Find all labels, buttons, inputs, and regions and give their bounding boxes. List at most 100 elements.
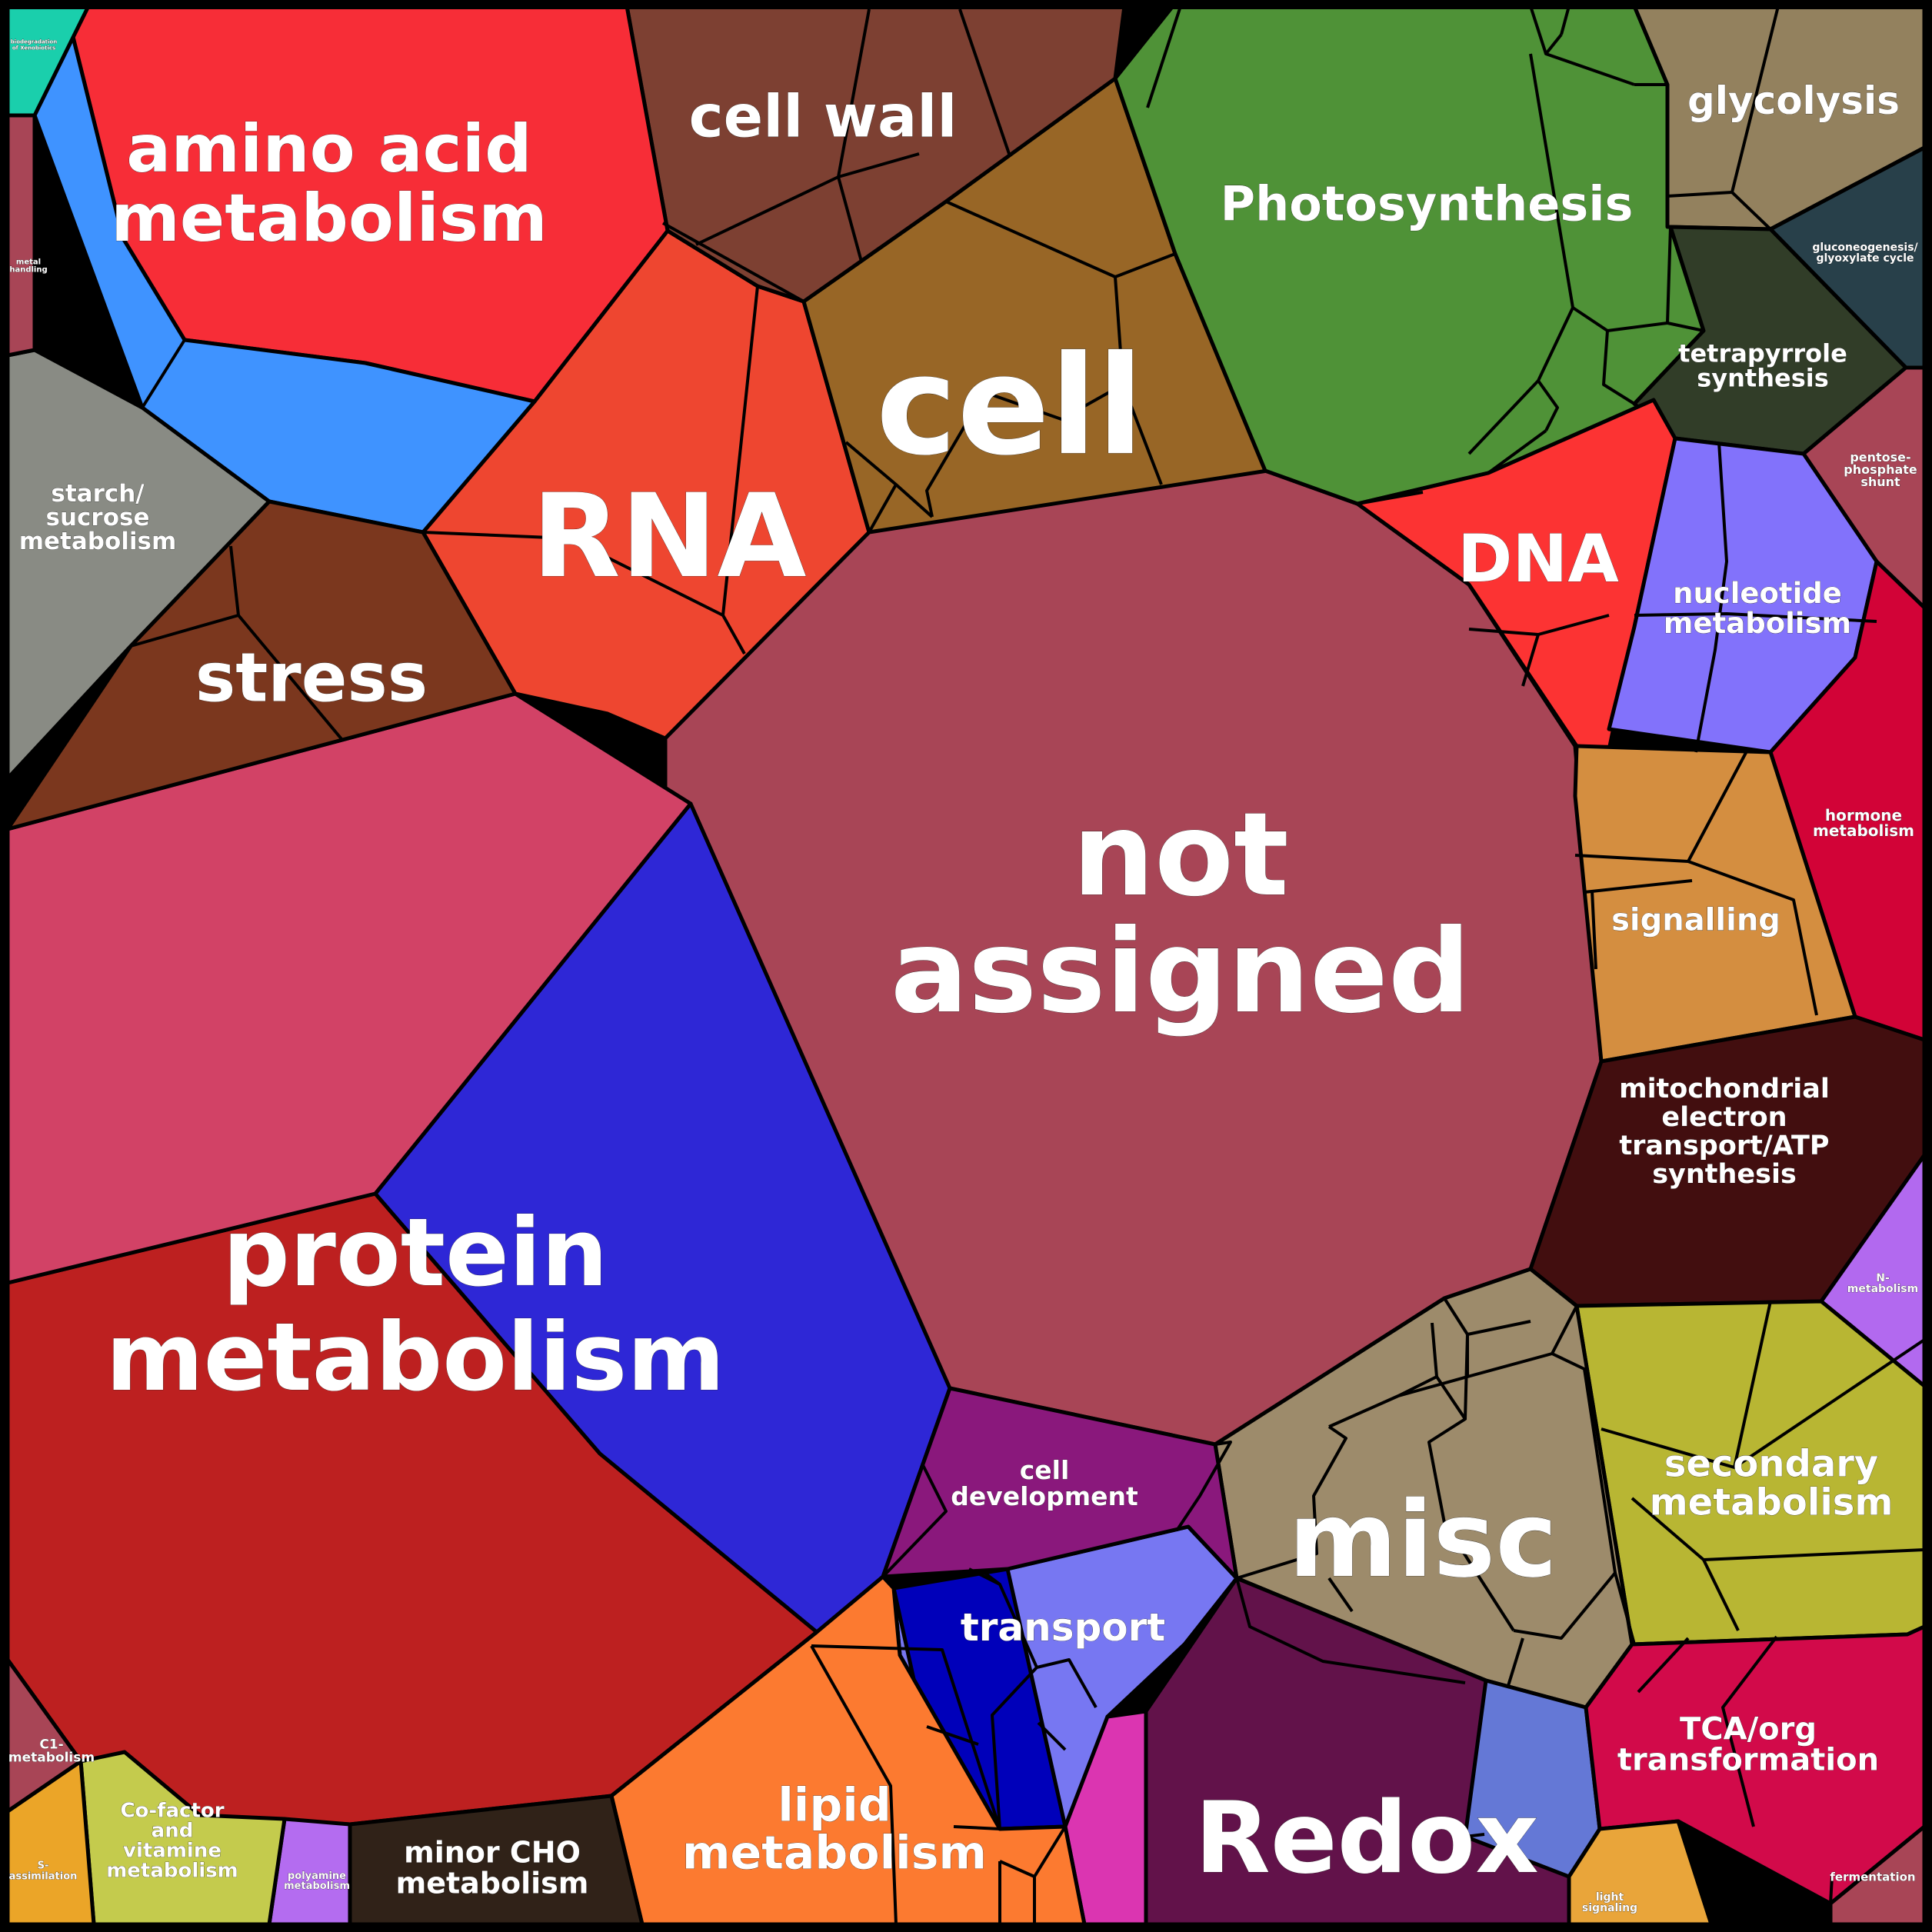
- subcategory-boundary: [1036, 1658, 1098, 1708]
- subcategory-boundaries: [130, 5, 1926, 1925]
- label-line: cell: [876, 326, 1144, 485]
- label-line: metabolism: [682, 1827, 987, 1880]
- label-line: glycolysis: [1687, 78, 1900, 123]
- label-line: fermentation: [1830, 1870, 1915, 1884]
- subcategory-boundary: [422, 531, 724, 617]
- label-line: C1-: [39, 1737, 63, 1753]
- subcategory-boundary: [1551, 1305, 1578, 1354]
- label-line: electron: [1661, 1102, 1787, 1133]
- label-photosynthesis: Photosynthesis: [1221, 175, 1634, 232]
- subcategory-boundary: [1721, 1635, 1778, 1827]
- label-line: stress: [195, 638, 428, 718]
- label-n-metabolism: N-metabolism: [1847, 1272, 1918, 1295]
- label-cell-wall: cell wall: [689, 82, 958, 150]
- label-rna: RNA: [531, 470, 806, 604]
- label-line: metal: [16, 258, 41, 267]
- subcategory-boundary: [141, 338, 186, 409]
- subcategory-boundary: [925, 391, 986, 518]
- label-line: lipid: [778, 1779, 891, 1833]
- label-gluconeogenesis: gluconeogenesis/glyoxylate cycle: [1812, 242, 1918, 265]
- subcategory-boundary: [1702, 1559, 1740, 1631]
- label-line: TCA/org: [1680, 1711, 1817, 1747]
- subcategory-boundary: [1235, 1577, 1466, 1684]
- label-line: metabolism: [396, 1867, 589, 1900]
- label-line: Co-factor: [120, 1799, 224, 1822]
- subcategory-boundary: [1327, 1577, 1354, 1613]
- subcategory-boundary: [881, 1464, 948, 1578]
- subcategory-boundary: [811, 1644, 1001, 1830]
- label-line: signaling: [1582, 1902, 1637, 1914]
- label-line: transport: [961, 1605, 1165, 1650]
- subcategory-boundary: [237, 614, 344, 741]
- label-line: RNA: [531, 470, 806, 604]
- label-pentose-phosphate-shunt: pentose-phosphate shunt: [1844, 450, 1917, 489]
- label-line: metabolism: [284, 1880, 350, 1892]
- subcategory-boundary: [1431, 1322, 1438, 1377]
- label-light-signaling: light signaling: [1582, 1891, 1637, 1914]
- subcategory-boundary: [1591, 890, 1597, 970]
- subcategory-boundary: [1037, 1721, 1067, 1751]
- subcategory-boundary: [1529, 5, 1547, 55]
- label-line: assimilation: [9, 1871, 78, 1883]
- label-starch-sucrose-metabolism: starch/sucrose metabolism: [19, 480, 177, 555]
- label-line: metabolism: [1664, 607, 1851, 640]
- label-line: assigned: [891, 905, 1471, 1039]
- label-line: starch/: [51, 480, 145, 508]
- label-line: transport/ATP: [1619, 1131, 1829, 1161]
- label-line: transformation: [1617, 1742, 1879, 1777]
- subcategory-boundary: [695, 175, 839, 246]
- label-line: metabolism: [1813, 821, 1914, 840]
- subcategory-boundary: [926, 1725, 979, 1746]
- label-line: cell: [1020, 1455, 1070, 1485]
- subcategory-boundary: [1144, 1644, 1186, 1712]
- label-line: metabolism: [1847, 1283, 1918, 1295]
- label-line: phosphate: [1844, 462, 1917, 477]
- label-not-assigned: not assigned: [891, 788, 1471, 1039]
- label-line: light: [1596, 1891, 1624, 1904]
- cell-metal-handling: [5, 113, 37, 358]
- label-line: development: [951, 1481, 1138, 1511]
- label-mitochondrial-electron-transport: mitochondrial electron transport/ATP synthe…: [1619, 1074, 1830, 1190]
- label-line: synthesis: [1697, 364, 1829, 393]
- subcategory-boundary: [1146, 5, 1182, 108]
- label-line: sucrose: [46, 504, 150, 531]
- label-line: signalling: [1611, 902, 1780, 938]
- subcategory-boundary: [837, 176, 863, 262]
- subcategory-boundary: [1560, 5, 1571, 35]
- subcategory-boundary: [1634, 612, 1877, 623]
- subcategory-boundary: [1467, 1352, 1617, 1574]
- subcategory-boundary: [1733, 1338, 1926, 1469]
- subcategory-boundary: [1487, 429, 1547, 475]
- label-fermentation: fermentation: [1830, 1870, 1915, 1884]
- cell-light-signaling: [1567, 1819, 1714, 1927]
- label-line: DNA: [1457, 521, 1619, 598]
- label-amino-acid-metabolism: amino acid metabolism: [111, 111, 547, 257]
- label-cell: cell: [876, 326, 1144, 485]
- label-line: metabolism: [105, 1303, 724, 1412]
- label-line: S-: [38, 1860, 49, 1872]
- label-line: handling: [9, 266, 47, 275]
- label-s-assimilation: S-assimilation: [9, 1860, 78, 1883]
- label-hormone-metabolism: hormone metabolism: [1813, 806, 1914, 840]
- subcategory-boundary: [1667, 321, 1704, 332]
- subcategory-boundary: [894, 483, 934, 518]
- label-line: polyamine: [288, 1870, 346, 1882]
- subcategory-boundary: [984, 383, 1124, 421]
- subcategory-boundary: [1513, 1571, 1636, 1645]
- subcategory-boundary: [1829, 1876, 1834, 1904]
- label-cell-development: cell development: [951, 1455, 1138, 1511]
- label-line: gluconeogenesis/: [1812, 242, 1918, 254]
- subcategory-boundary: [662, 222, 804, 303]
- label-polyamine-metabolism: polyamine metabolism: [284, 1870, 350, 1892]
- subcategory-boundary: [1464, 1680, 1487, 1838]
- label-line: pentose-: [1850, 450, 1910, 465]
- label-line: glyoxylate cycle: [1816, 252, 1914, 265]
- label-line: metabolism: [1650, 1481, 1894, 1524]
- label-line: mitochondrial: [1619, 1074, 1830, 1104]
- label-redox: Redox: [1194, 1781, 1539, 1896]
- label-line: cell wall: [689, 82, 958, 150]
- label-stress: stress: [195, 638, 428, 718]
- label-line: vitamine: [123, 1839, 222, 1862]
